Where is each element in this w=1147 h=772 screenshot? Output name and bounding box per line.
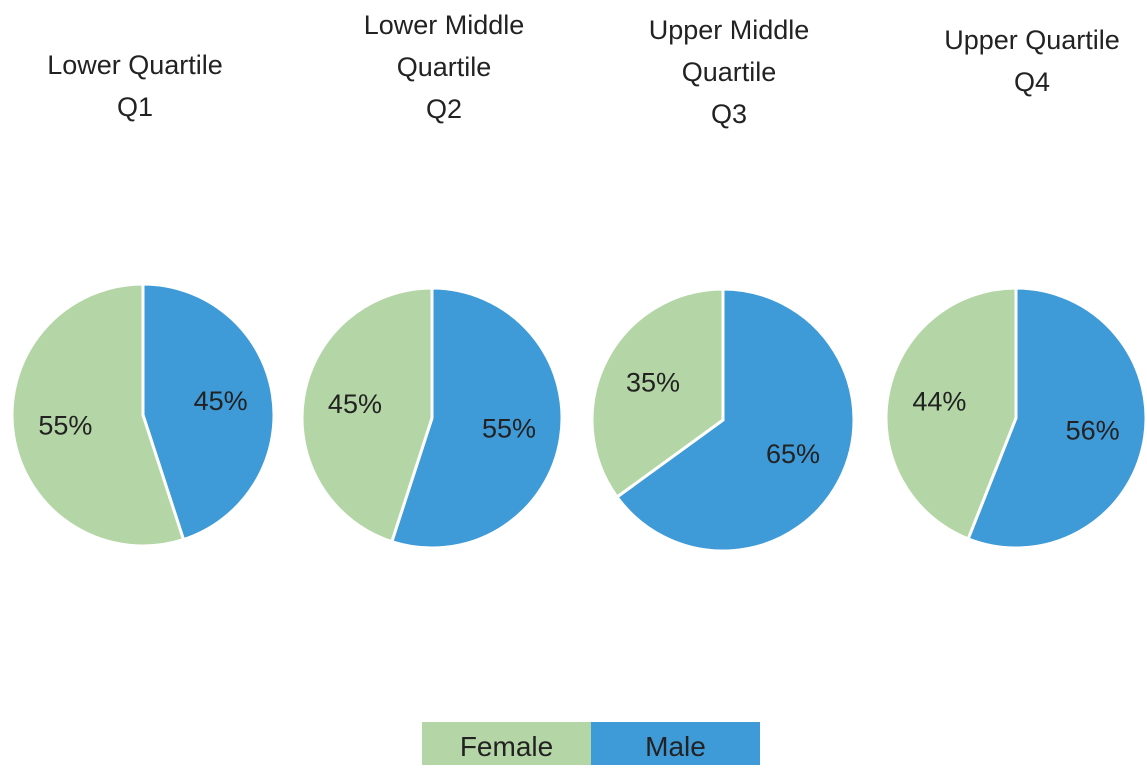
legend-female: Female [422, 722, 591, 765]
pie-slice [590, 287, 725, 500]
pie-title: Upper Quartile Q4 [912, 19, 1147, 103]
data-label: 55% [482, 413, 536, 443]
pie-slice [300, 286, 434, 544]
pie-subtitle: Q4 [1013, 67, 1051, 97]
pie-subtitle: Q2 [425, 94, 463, 124]
pie-slice [389, 286, 564, 550]
pie-slice [884, 286, 1018, 541]
pie-title: Lower Middle Quartile [363, 10, 525, 82]
data-label: 56% [1066, 416, 1120, 446]
data-label: 35% [626, 367, 680, 397]
pie-title: Lower Middle Quartile Q2 [324, 4, 564, 130]
pie-slice [141, 282, 276, 542]
pie-title: Upper Middle Quartile Q3 [609, 9, 849, 135]
data-label: 45% [328, 389, 382, 419]
data-label: 44% [912, 387, 966, 417]
pie-slice [10, 282, 186, 548]
pie-title: Lower Quartile Q1 [15, 44, 255, 128]
data-label: 45% [194, 386, 248, 416]
pie-subtitle: Q3 [710, 99, 748, 129]
legend-male: Male [591, 722, 760, 765]
data-label: 65% [766, 439, 820, 469]
legend: Female Male [422, 722, 760, 765]
pie-title: Upper Quartile [944, 25, 1120, 55]
pie-slice [966, 286, 1147, 550]
data-label: 55% [38, 410, 92, 440]
pie-title: Upper Middle Quartile [648, 15, 810, 87]
pie-subtitle: Q1 [116, 92, 154, 122]
pie-title: Lower Quartile [47, 50, 223, 80]
pie-slice [614, 287, 856, 553]
